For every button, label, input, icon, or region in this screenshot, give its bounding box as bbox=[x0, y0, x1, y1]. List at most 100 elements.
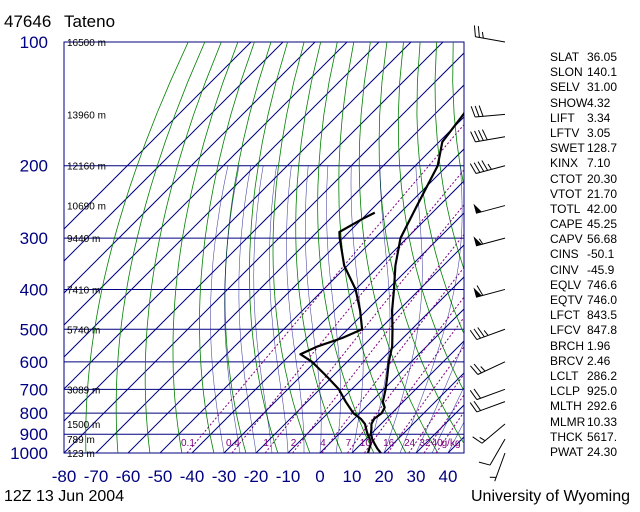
index-key: PWAT bbox=[550, 444, 584, 459]
stability-indices: SLAT 36.05 SLON 140.1 SELV 31.00 SHOW4.32 LIFT 3… bbox=[550, 50, 637, 460]
index-key: LFCV bbox=[550, 323, 581, 338]
temperature-trace bbox=[369, 111, 464, 453]
index-value: 1.96 bbox=[587, 338, 611, 353]
station-name: Tateno bbox=[64, 12, 116, 31]
wind-barb bbox=[478, 438, 506, 466]
index-key: SLON bbox=[550, 65, 583, 80]
dry-adiabat bbox=[115, 42, 206, 453]
index-row: CINS -50.1 bbox=[550, 247, 637, 262]
index-key: LCLP bbox=[550, 384, 581, 399]
temperature-tick-label: -40 bbox=[180, 467, 205, 486]
wind-barb-half-flag bbox=[487, 163, 492, 170]
dewpoint-trace bbox=[299, 211, 376, 453]
index-value: 45.25 bbox=[587, 217, 618, 232]
wind-barb-staff bbox=[494, 452, 506, 482]
index-row: SHOW4.32 bbox=[550, 96, 637, 111]
moist-adiabat bbox=[224, 165, 241, 453]
wind-barb-flag bbox=[473, 162, 481, 173]
mixing-ratio-line bbox=[264, 204, 464, 453]
index-key: CINV bbox=[550, 262, 579, 277]
moist-adiabat bbox=[253, 165, 273, 453]
temperature-tick-label: -80 bbox=[52, 467, 77, 486]
height-label: 9440 m bbox=[67, 234, 100, 245]
index-row: LFTV 3.05 bbox=[550, 126, 637, 141]
mixing-ratio-label: 40 bbox=[432, 438, 444, 449]
isotherm-line bbox=[351, 340, 464, 453]
index-value: 3.05 bbox=[587, 125, 611, 140]
index-value: 843.5 bbox=[587, 308, 618, 323]
index-row: LCLT 286.2 bbox=[550, 369, 637, 384]
index-value: -50.1 bbox=[587, 247, 615, 262]
mixing-ratio-label: 0.4 bbox=[226, 438, 240, 449]
wind-barb bbox=[470, 105, 506, 118]
temperature-tick-label: -10 bbox=[276, 467, 301, 486]
isotherm-line bbox=[64, 42, 380, 358]
pressure-tick-label: 600 bbox=[20, 353, 48, 372]
index-key: CTOT bbox=[550, 171, 583, 186]
chart-series bbox=[85, 42, 464, 453]
wind-barb bbox=[473, 25, 506, 43]
pressure-tick-label: 300 bbox=[20, 229, 48, 248]
pressure-tick-label: 400 bbox=[20, 280, 48, 299]
isotherm-line bbox=[64, 42, 412, 390]
height-label: 789 m bbox=[67, 435, 95, 446]
wind-barb-flag bbox=[473, 328, 481, 339]
wind-barb-flag bbox=[478, 130, 484, 141]
index-key: LCLT bbox=[550, 368, 579, 383]
index-key: EQTV bbox=[550, 293, 583, 307]
index-row: CINV -45.9 bbox=[550, 263, 637, 278]
index-key: KINX bbox=[550, 156, 579, 171]
wind-barb bbox=[473, 285, 506, 298]
dry-adiabat bbox=[272, 42, 311, 453]
wind-barb-half-flag bbox=[483, 330, 489, 336]
wind-barb bbox=[470, 361, 506, 375]
mixing-ratio-label: g/kg bbox=[442, 438, 461, 449]
temperature-tick-label: -70 bbox=[84, 467, 109, 486]
wind-barb-flag bbox=[469, 389, 478, 400]
wind-barb bbox=[489, 452, 506, 482]
index-key: CAPE bbox=[550, 217, 583, 232]
wind-barb-staff bbox=[477, 361, 506, 375]
isotherm-line bbox=[64, 42, 316, 294]
wind-barb-staff bbox=[476, 401, 506, 413]
moist-adiabat bbox=[431, 386, 464, 453]
index-value: 5617. bbox=[587, 429, 618, 444]
wind-barb-flag bbox=[474, 105, 480, 117]
wind-barb-half-flag bbox=[480, 366, 486, 372]
index-row: LIFT 3.34 bbox=[550, 111, 637, 126]
index-row: TOTL 42.00 bbox=[550, 202, 637, 217]
wind-barb-half-flag bbox=[481, 31, 484, 39]
index-row: PWAT 24.30 bbox=[550, 445, 637, 460]
isotherm-line bbox=[223, 212, 464, 453]
index-key: MLMR bbox=[550, 414, 586, 429]
isotherm-line bbox=[64, 42, 252, 230]
wind-barb-staff bbox=[475, 165, 506, 174]
pressure-tick-label: 500 bbox=[20, 320, 48, 339]
index-row: EQLV 746.6 bbox=[550, 278, 637, 293]
observation-time: 12Z 13 Jun 2004 bbox=[4, 488, 125, 505]
wind-barb bbox=[472, 423, 506, 444]
isotherm-line bbox=[287, 276, 464, 453]
wind-barb-flag bbox=[469, 402, 478, 413]
moist-adiabat bbox=[367, 165, 391, 453]
index-row: SLAT 36.05 bbox=[550, 50, 637, 65]
isotherm-line bbox=[383, 372, 464, 453]
index-row: EQTV 746.0 bbox=[550, 293, 637, 308]
index-value: 20.30 bbox=[587, 171, 618, 186]
moist-adiabat bbox=[447, 421, 464, 453]
wind-barb-flag bbox=[470, 106, 476, 118]
index-key: CAPV bbox=[550, 232, 583, 247]
wind-barb bbox=[469, 388, 506, 401]
height-label: 13960 m bbox=[67, 110, 106, 121]
wind-barb-staff bbox=[489, 438, 506, 466]
isotherm-line bbox=[191, 180, 464, 453]
wind-barb-flag bbox=[477, 327, 485, 338]
moist-adiabat bbox=[383, 165, 423, 453]
isotherm-line bbox=[64, 42, 284, 262]
index-value: 31.00 bbox=[587, 80, 618, 95]
wind-barb bbox=[469, 400, 506, 413]
index-row: CAPE 45.25 bbox=[550, 217, 637, 232]
wind-barb-staff bbox=[475, 36, 506, 43]
isotherm-line bbox=[64, 42, 348, 326]
index-value: 925.0 bbox=[587, 384, 618, 399]
